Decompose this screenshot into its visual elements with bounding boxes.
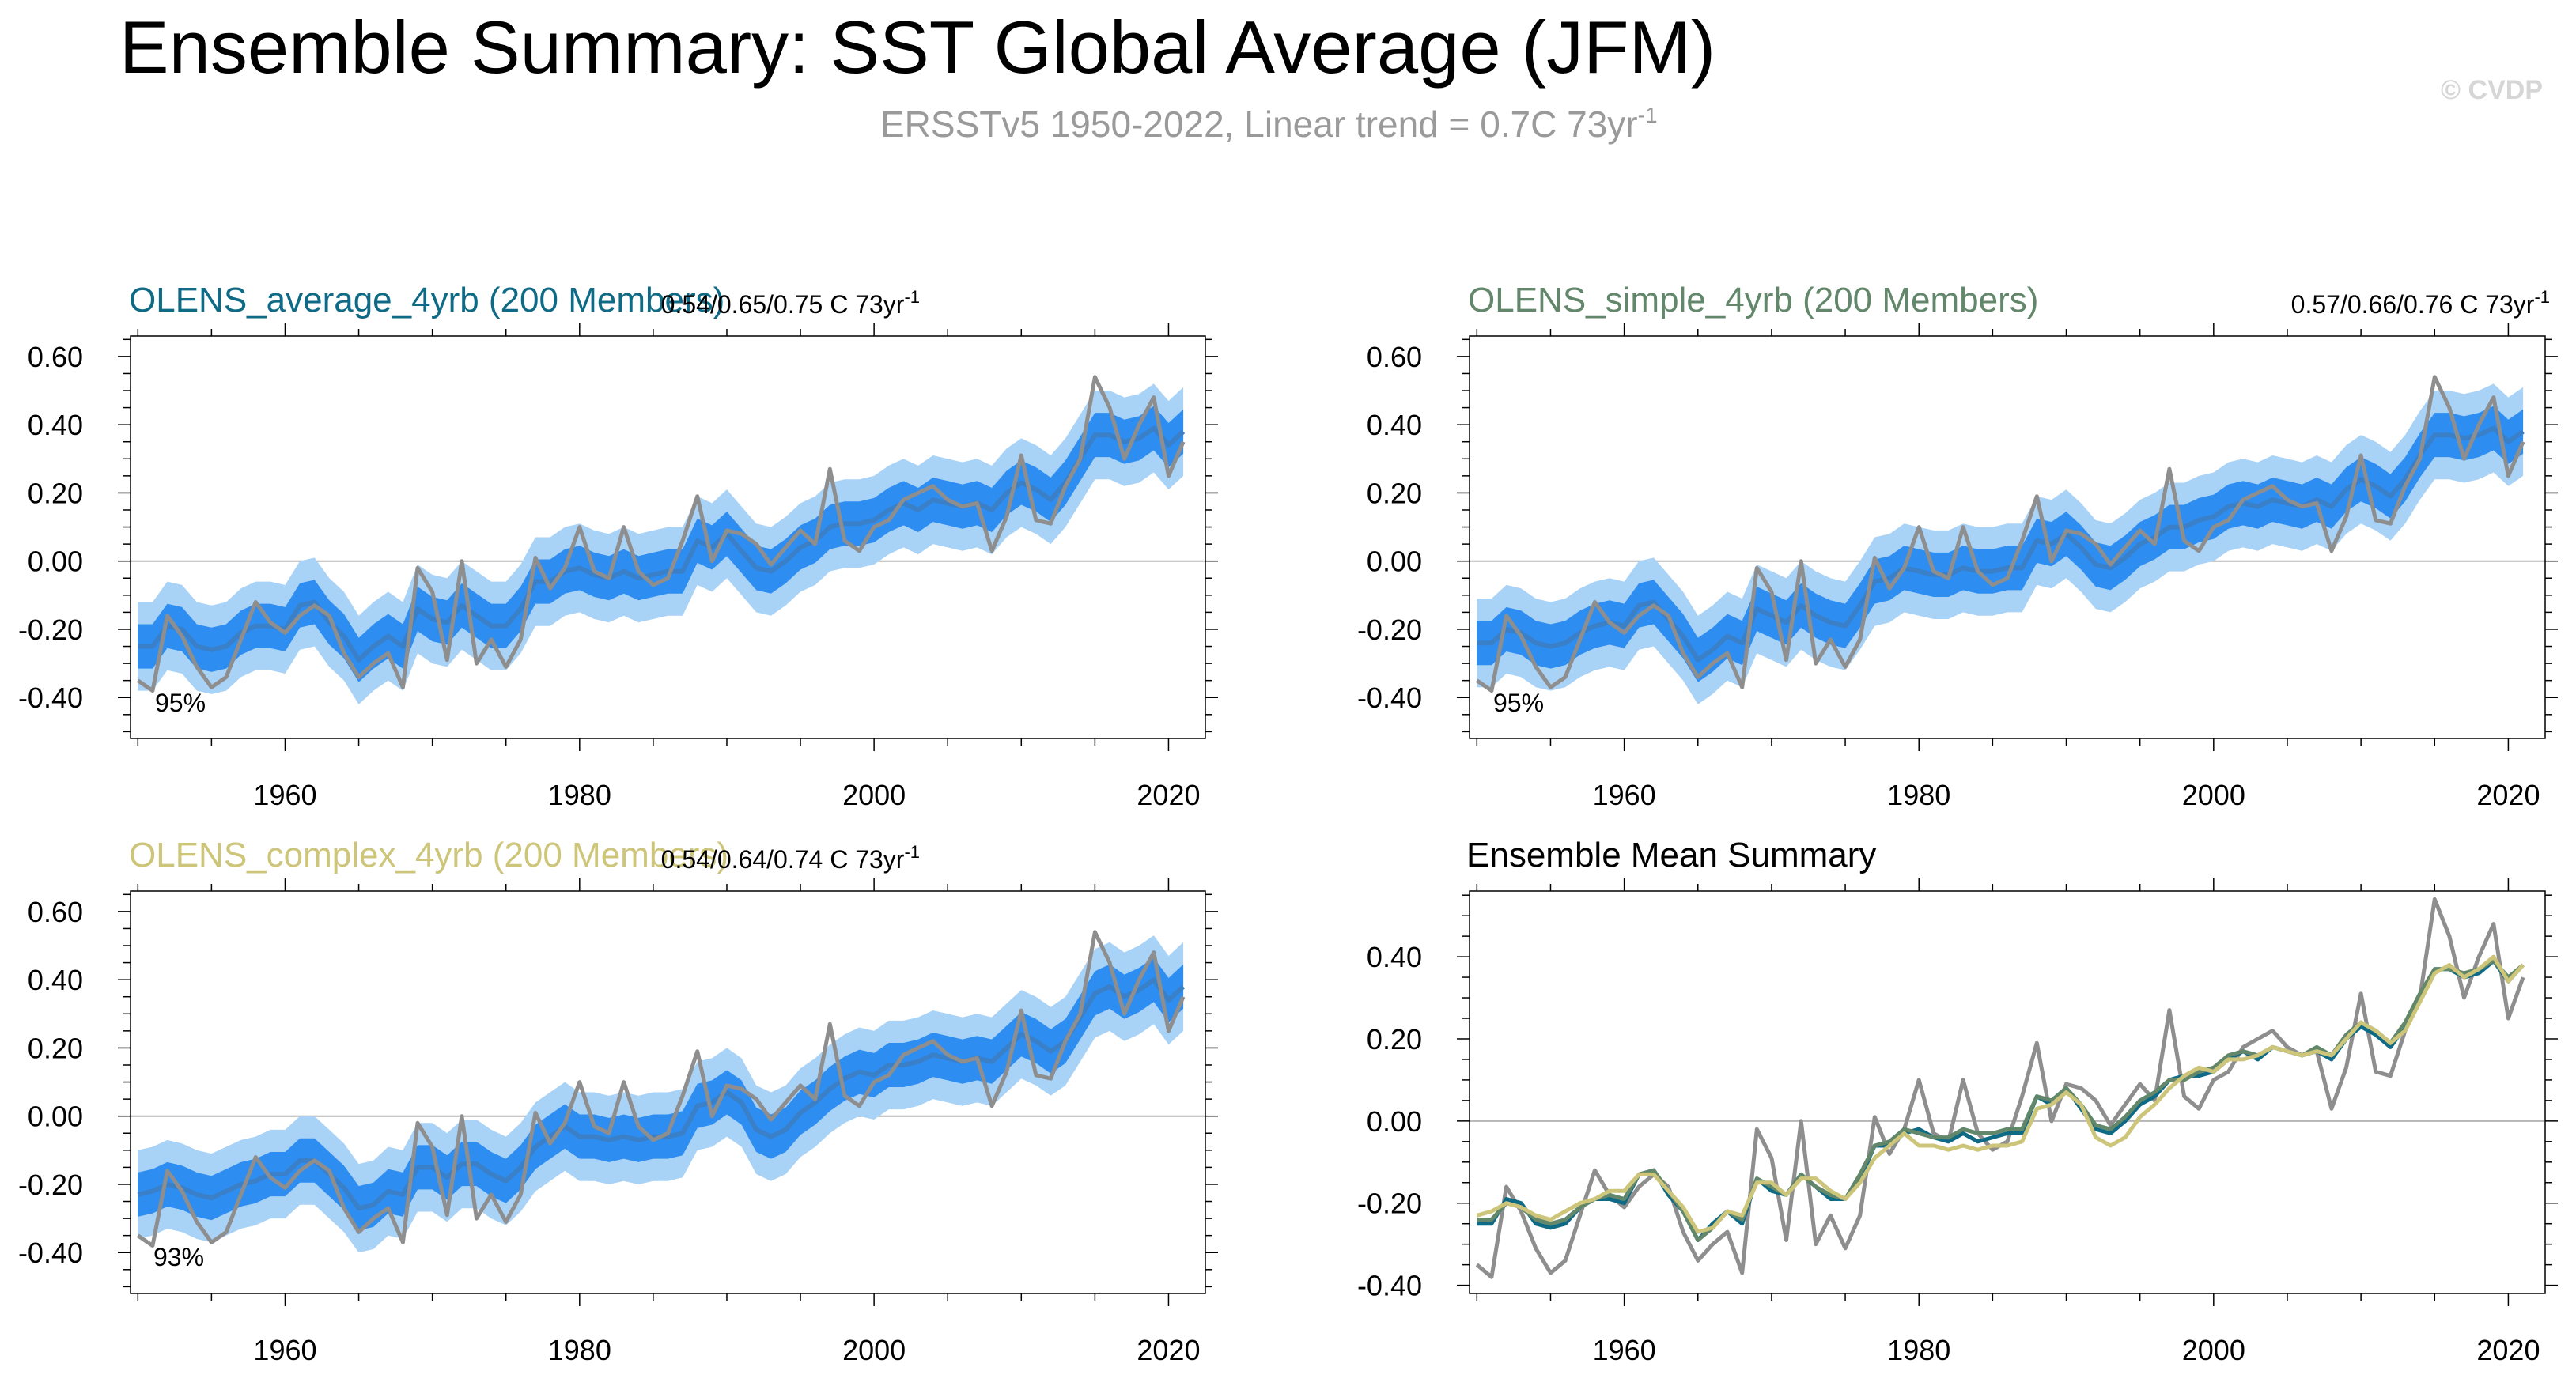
x-tick-label: 1980: [548, 779, 611, 811]
plot-area: 1960 1980 2000 2020 0.60 0.40 0.20 0.00 -0.20 -0.…: [18, 878, 1218, 1366]
figure-subtitle: ERSSTv5 1950-2022, Linear trend = 0.7C 7…: [880, 103, 1658, 145]
trend-range-sup: -1: [2534, 287, 2550, 307]
panel-olens-complex: OLENS_complex_4yrb (200 Members) 0.54/0.…: [18, 836, 1218, 1366]
y-tick-label: 0.20: [28, 1032, 83, 1064]
x-tick-label: 2000: [2182, 1334, 2245, 1366]
ensemble-mean-line: [138, 425, 1186, 663]
plot-frame: [130, 335, 1206, 739]
figure-subtitle-sup: -1: [1638, 103, 1658, 127]
y-tick-label: 0.60: [28, 896, 83, 928]
x-tick-label: 2020: [2476, 779, 2540, 811]
plot-frame: [130, 890, 1206, 1294]
y-tick-label: -0.40: [18, 682, 83, 714]
y-tick-label: 0.20: [1367, 1023, 1422, 1056]
plot-clip-group: [1470, 375, 2545, 704]
trend-range-text: 0.54/0.64/0.74 C 73yr: [661, 845, 905, 874]
plot-frame: [1469, 890, 2546, 1294]
trend-range-sup: -1: [904, 842, 920, 862]
y-tick-label: -0.40: [1357, 682, 1422, 714]
y-tick-label: 0.00: [1367, 546, 1422, 578]
trend-range: 0.54/0.64/0.74 C 73yr-1: [661, 842, 920, 874]
ensemble-mean-line-average: [1477, 958, 2525, 1242]
y-tick-label: 0.00: [1367, 1105, 1422, 1138]
y-tick-label: -0.20: [1357, 1188, 1422, 1220]
x-tick-label: 2020: [1137, 779, 1200, 811]
trend-range: 0.54/0.65/0.75 C 73yr-1: [661, 287, 920, 319]
panel-title: Ensemble Mean Summary: [1466, 836, 1876, 874]
ensemble-mean-line-complex: [1476, 954, 2525, 1234]
plot-area: 1960 1980 2000 2020 0.60 0.40 0.20 0.00 -0.20 -0.…: [18, 323, 1218, 811]
y-tick-label: 0.20: [28, 477, 83, 509]
y-tick-label: 0.00: [28, 546, 83, 578]
percent-label: 93%: [153, 1243, 204, 1271]
plot-area: 1960 1980 2000 2020 0.40 0.20 0.00 -0.20 -0.40: [1357, 878, 2558, 1366]
ensemble-mean-line-simple: [1477, 958, 2525, 1242]
y-tick-label: -0.40: [1357, 1270, 1422, 1302]
outer-spread-band: [138, 935, 1184, 1253]
panel-title: OLENS_average_4yrb (200 Members): [129, 281, 724, 319]
trend-range: 0.57/0.66/0.76 C 73yr-1: [2291, 287, 2550, 319]
panel-title: OLENS_simple_4yrb (200 Members): [1468, 281, 2038, 319]
y-tick-label: 0.60: [1367, 341, 1422, 373]
y-tick-label: 0.40: [1367, 941, 1422, 973]
y-tick-label: 0.40: [28, 964, 83, 996]
x-tick-label: 2000: [842, 779, 906, 811]
y-tick-label: 0.40: [28, 409, 83, 441]
y-tick-label: -0.20: [1357, 614, 1422, 646]
panel-olens-simple: OLENS_simple_4yrb (200 Members) 0.57/0.6…: [1357, 281, 2558, 811]
x-tick-label: 1960: [253, 779, 316, 811]
x-tick-label: 1980: [548, 1334, 611, 1366]
observed-line: [1475, 897, 2525, 1279]
plot-clip-group: [131, 930, 1205, 1253]
observed-line: [1475, 375, 2525, 693]
outer-spread-band: [138, 383, 1184, 704]
x-tick-label: 1980: [1887, 779, 1950, 811]
x-tick-label: 1960: [253, 1334, 316, 1366]
y-tick-label: -0.20: [18, 1169, 83, 1201]
y-tick-label: 0.20: [1367, 477, 1422, 509]
y-tick-label: 0.40: [1367, 409, 1422, 441]
x-tick-label: 1960: [1593, 779, 1656, 811]
plot-clip-group: [1470, 897, 2545, 1279]
y-tick-label: -0.40: [18, 1237, 83, 1269]
x-tick-label: 2000: [842, 1334, 906, 1366]
plot-frame: [1469, 335, 2546, 739]
x-tick-label: 2000: [2182, 779, 2245, 811]
inner-spread-band: [138, 957, 1184, 1231]
percent-label: 95%: [1493, 689, 1544, 717]
ensemble-mean-line: [1477, 425, 2525, 663]
panel-olens-average: OLENS_average_4yrb (200 Members) 0.54/0.…: [18, 281, 1218, 811]
trend-range-text: 0.54/0.65/0.75 C 73yr: [661, 290, 905, 319]
figure-subtitle-text: ERSSTv5 1950-2022, Linear trend = 0.7C 7…: [880, 104, 1638, 145]
trend-range-text: 0.57/0.66/0.76 C 73yr: [2291, 290, 2535, 319]
outer-spread-band: [1477, 383, 2524, 704]
observed-line: [136, 930, 1186, 1248]
y-tick-label: -0.20: [18, 614, 83, 646]
plot-clip-group: [131, 375, 1205, 704]
y-tick-label: 0.00: [28, 1101, 83, 1133]
plot-area: 1960 1980 2000 2020 0.60 0.40 0.20 0.00 -0.20 -0.…: [1357, 323, 2558, 811]
x-tick-label: 1980: [1887, 1334, 1950, 1366]
trend-range-sup: -1: [904, 287, 920, 307]
cvdp-watermark: © CVDP: [2441, 75, 2543, 105]
panel-title: OLENS_complex_4yrb (200 Members): [129, 836, 728, 874]
observed-line: [136, 375, 1186, 693]
figure-title: Ensemble Summary: SST Global Average (JF…: [119, 6, 1715, 89]
x-tick-label: 1960: [1593, 1334, 1656, 1366]
panel-ensemble-mean-summary: Ensemble Mean Summary 1960 1980 2000 2020 0.…: [1357, 836, 2558, 1366]
percent-label: 95%: [155, 689, 206, 717]
x-tick-label: 2020: [2476, 1334, 2540, 1366]
x-tick-label: 2020: [1137, 1334, 1200, 1366]
y-tick-label: 0.60: [28, 341, 83, 373]
